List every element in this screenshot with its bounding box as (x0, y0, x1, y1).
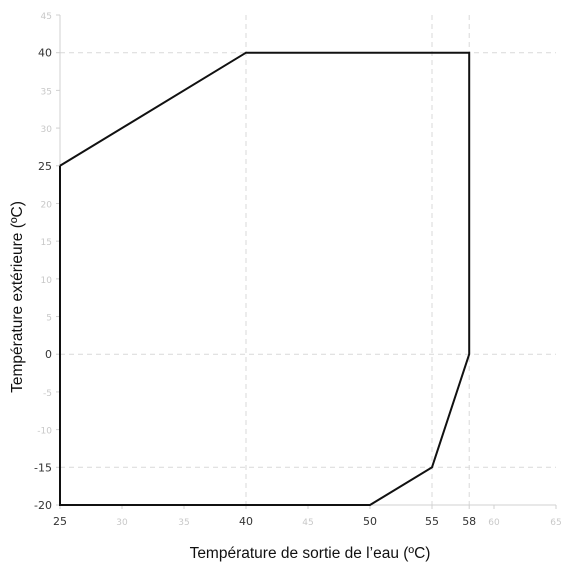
x-tick-label-45: 45 (302, 518, 313, 528)
x-tick-label-60: 60 (488, 518, 500, 528)
y-tick-label-minus-20: -20 (34, 499, 52, 512)
x-axis-title: Température de sortie de l’eau (ºC) (190, 545, 431, 562)
envelope-line-0 (59, 51, 471, 506)
y-tick-label-15: 15 (41, 238, 52, 248)
y-tick-labels: -20 -15 -10 -5 0 5 10 15 20 25 30 35 40 45 (34, 12, 52, 512)
x-tick-label-58: 58 (462, 515, 476, 528)
axes (56, 14, 557, 509)
x-tick-label-50: 50 (363, 515, 377, 528)
x-tick-label-25: 25 (53, 515, 67, 528)
x-tick-label-35: 35 (178, 518, 189, 528)
y-axis-title: Température extérieure (ºC) (9, 201, 26, 393)
y-tick-label-30: 30 (41, 125, 53, 135)
y-tick-label-45: 45 (41, 12, 52, 22)
y-tick-label-25: 25 (38, 160, 52, 173)
x-tick-label-40: 40 (239, 515, 253, 528)
y-tick-label-40: 40 (38, 47, 52, 60)
x-tick-labels: 25 30 35 40 45 50 55 58 60 65 (53, 515, 562, 528)
y-tick-label-5: 5 (46, 314, 52, 324)
y-tick-label-minus-15: -15 (34, 461, 52, 474)
x-tick-label-55: 55 (425, 515, 439, 528)
y-tick-label-minus-10: -10 (37, 427, 52, 437)
x-tick-label-65: 65 (550, 518, 561, 528)
y-tick-label-35: 35 (41, 87, 52, 97)
y-tick-label-20: 20 (41, 200, 53, 210)
y-tick-label-10: 10 (41, 276, 53, 286)
series-layer (59, 51, 471, 506)
x-tick-label-30: 30 (116, 518, 128, 528)
grid-lines (60, 15, 556, 505)
y-tick-label-0: 0 (45, 348, 52, 361)
y-tick-label-minus-5: -5 (43, 389, 52, 399)
